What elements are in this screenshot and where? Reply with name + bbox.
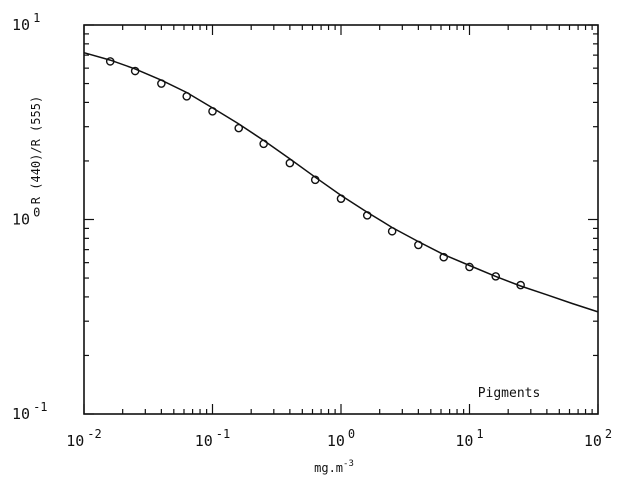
minor-ticks — [84, 25, 598, 414]
x-tick-label: 10 1 — [455, 427, 483, 450]
x-tick-label: 10 -1 — [195, 427, 231, 450]
y-axis-label: R (440)/R (555) — [29, 96, 43, 204]
fit-curve — [83, 51, 599, 313]
x-axis-label-exponent: -3 — [343, 459, 354, 469]
x-tick-label: 10 0 — [327, 427, 355, 450]
tick-labels: 10 -2 10 -1 10 0 10 1 10 2 10 -1 10 0 10 1 — [12, 11, 612, 450]
x-tick-label: 10 -2 — [66, 427, 102, 450]
y-tick-label: 10 -1 — [12, 400, 48, 423]
y-tick-label: 10 1 — [12, 11, 40, 34]
x-axis-label: mg.m-3 — [314, 459, 354, 475]
annotation-pigments: Pigments — [478, 386, 541, 401]
plot-frame — [83, 24, 599, 415]
data-marks — [83, 51, 599, 313]
x-axis-label-text: mg.m — [314, 461, 343, 475]
x-tick-label: 10 2 — [584, 427, 612, 450]
y-tick-label: 10 0 — [12, 206, 40, 229]
